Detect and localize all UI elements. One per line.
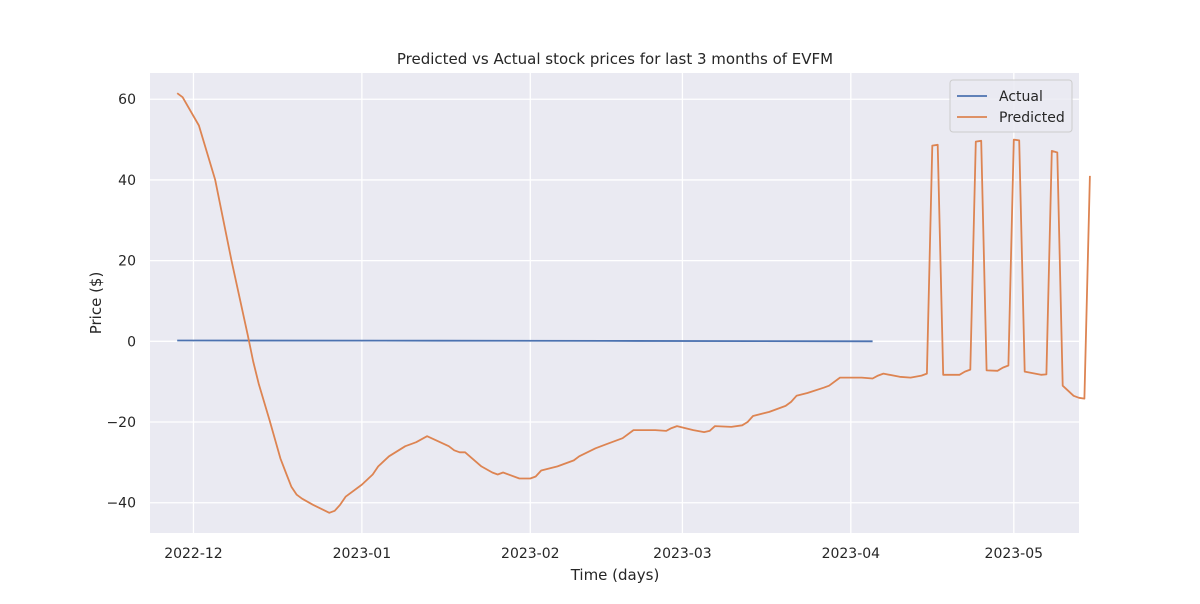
y-tick-label: 20 [118, 254, 136, 270]
chart-title: Predicted vs Actual stock prices for las… [397, 50, 833, 68]
x-tick-label: 2023-02 [501, 546, 560, 562]
legend-label: Actual [999, 89, 1043, 105]
legend-label: Predicted [999, 110, 1065, 126]
legend: Actual Predicted [949, 79, 1073, 133]
x-axis-label: Time (days) [570, 566, 660, 584]
y-tick-label: −40 [106, 496, 136, 512]
y-axis-label: Price ($) [87, 272, 105, 335]
y-tick-label: 40 [118, 173, 136, 189]
x-axis-ticks: 2022-12 2023-01 2023-02 2023-03 2023-04 2023-… [164, 546, 1043, 562]
series-line-actual [177, 339, 873, 343]
y-tick-label: 0 [127, 334, 136, 350]
plot-area [150, 73, 1079, 533]
x-tick-label: 2023-04 [822, 546, 881, 562]
y-tick-label: 60 [118, 92, 136, 108]
y-axis-ticks: −40 −20 0 20 40 60 [106, 92, 136, 512]
x-tick-label: 2023-03 [653, 546, 712, 562]
y-tick-label: −20 [106, 415, 136, 431]
legend-box [949, 79, 1073, 133]
series-lines [176, 92, 1091, 514]
series-line-predicted [176, 92, 1091, 514]
x-tick-label: 2023-05 [985, 546, 1044, 562]
x-tick-label: 2022-12 [164, 546, 223, 562]
x-tick-label: 2023-01 [333, 546, 392, 562]
